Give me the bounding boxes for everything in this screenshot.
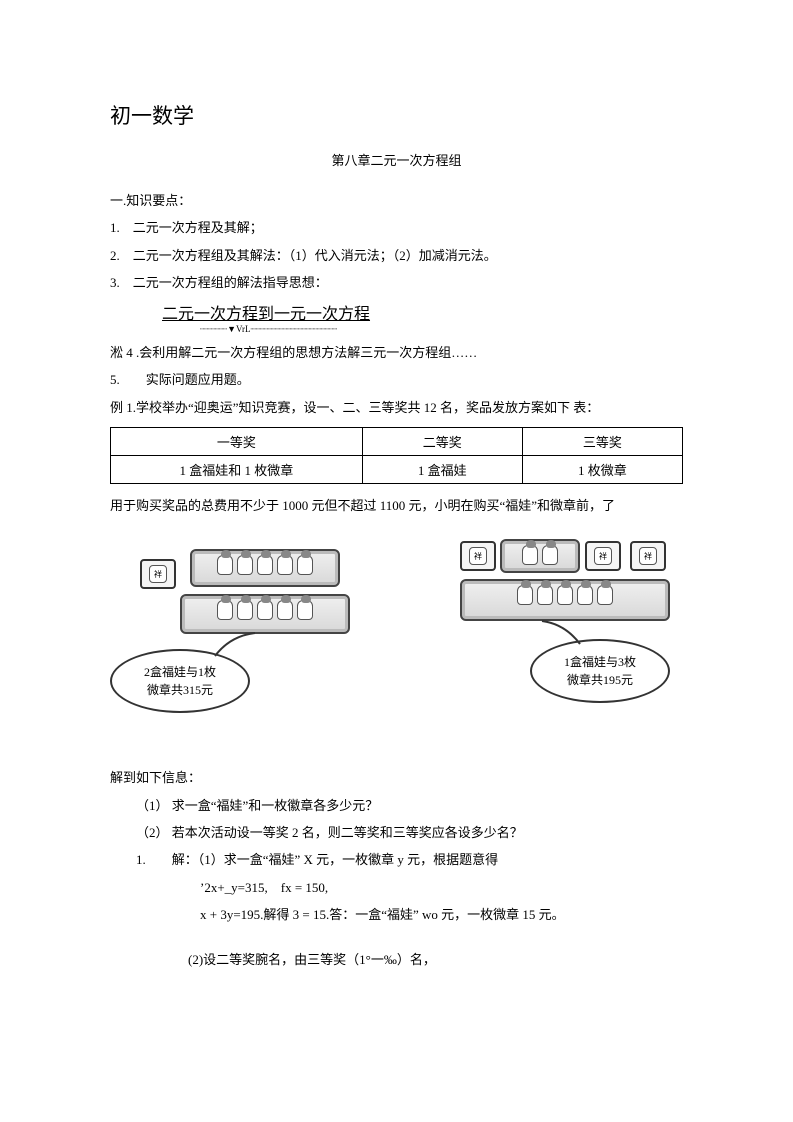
point-1: 1. 二元一次方程及其解； [110,214,683,241]
table-cell-2: 1 盒福娃 [362,456,522,484]
table-cell-3: 1 枚微章 [522,456,682,484]
bubble-tail-icon [540,619,590,649]
document-page: 初一数学 第八章二元一次方程组 一.知识要点： 1. 二元一次方程及其解； 2.… [0,0,793,1033]
badge-glyph: 祥 [149,565,167,583]
table-header-2: 二等奖 [362,428,522,456]
fuwa-icon [577,585,593,605]
table-header-3: 三等奖 [522,428,682,456]
prize-table: 一等奖 二等奖 三等奖 1 盒福娃和 1 枚微章 1 盒福娃 1 枚微章 [110,427,683,484]
fuwa-icon [237,555,253,575]
fuwa-icon [257,600,273,620]
solution-line-4: (2)设二等奖腕名，由三等奖（1°一‰）名， [110,946,683,973]
fuwa-row [182,600,348,620]
bubble-text: 微章共195元 [567,671,633,689]
badge-icon: 祥 [460,541,496,571]
table-header-1: 一等奖 [111,428,363,456]
bubble-text: 微章共315元 [147,681,213,699]
solution-line-2: ’2x+_y=315, fx = 150, [110,874,683,901]
solution-line-1: 1. 解：（1）求一盒“福娃” X 元，一枚徽章 y 元，根据题意得 [110,846,683,873]
fuwa-icon [537,585,553,605]
fuwa-box-top-left [190,549,340,587]
badge-icon: 祥 [140,559,176,589]
fuwa-icon [557,585,573,605]
fuwa-icon [217,555,233,575]
badge-glyph: 祥 [639,547,657,565]
fuwa-icon [297,555,313,575]
after-figure-text: 解到如下信息： [110,764,683,791]
fuwa-icon [542,545,558,565]
chapter-heading: 第八章二元一次方程组 [110,150,683,169]
point-5: 5. 实际问题应用题。 [110,366,683,393]
badge-icon: 祥 [630,541,666,571]
badge-icon: 祥 [585,541,621,571]
fuwa-box-small-right [500,539,580,573]
fuwa-row [192,555,338,575]
info-figure: 祥 2盒福娃与1枚 微章共315元 [110,539,683,754]
fuwa-icon [522,545,538,565]
badge-glyph: 祥 [594,547,612,565]
example-intro: 例 1.学校举办“迎奥运”知识竞赛，设一、二、三等奖共 12 名，奖品发放方案如… [110,394,683,421]
badge-glyph: 祥 [469,547,487,565]
transform-text: 二元一次方程到一元一次方程 [162,300,370,324]
section-heading: 一.知识要点： [110,187,683,214]
solution-line-3: x + 3y=195.解得 3 = 15.答：一盒“福娃” wo 元，一枚微章 … [110,901,683,928]
table-row: 一等奖 二等奖 三等奖 [111,428,683,456]
fuwa-row [462,585,668,605]
arrow-annotation: ┈┈┈┈┈▼VrL┈┈┈┈┈┈┈┈┈┈┈┈┈┈┈┈ [110,324,683,335]
bubble-text: 2盒福娃与1枚 [144,663,216,681]
fuwa-icon [277,600,293,620]
fuwa-icon [217,600,233,620]
fuwa-icon [277,555,293,575]
fuwa-box-bottom-left [180,594,350,634]
bubble-tail-icon [210,631,270,661]
fuwa-box-bottom-right [460,579,670,621]
fuwa-row [502,545,578,565]
question-1: （1） 求一盒“福娃”和一枚徽章各多少元？ [110,792,683,819]
point-2: 2. 二元一次方程组及其解法：（1）代入消元法；（2）加减消元法。 [110,242,683,269]
fuwa-icon [257,555,273,575]
table-cell-1: 1 盒福娃和 1 枚微章 [111,456,363,484]
bubble-text: 1盒福娃与3枚 [564,653,636,671]
transform-line: 二元一次方程到一元一次方程 [110,300,683,324]
fuwa-icon [237,600,253,620]
point-3: 3. 二元一次方程组的解法指导思想： [110,269,683,296]
fuwa-icon [297,600,313,620]
page-title: 初一数学 [110,100,683,130]
table-row: 1 盒福娃和 1 枚微章 1 盒福娃 1 枚微章 [111,456,683,484]
fuwa-icon [597,585,613,605]
after-table-text: 用于购买奖品的总费用不少于 1000 元但不超过 1100 元，小明在购买“福娃… [110,492,683,519]
point-4: 淞 4 .会利用解二元一次方程组的思想方法解三元一次方程组…… [110,339,683,366]
fuwa-icon [517,585,533,605]
question-2: （2） 若本次活动设一等奖 2 名，则二等奖和三等奖应各设多少名？ [110,819,683,846]
